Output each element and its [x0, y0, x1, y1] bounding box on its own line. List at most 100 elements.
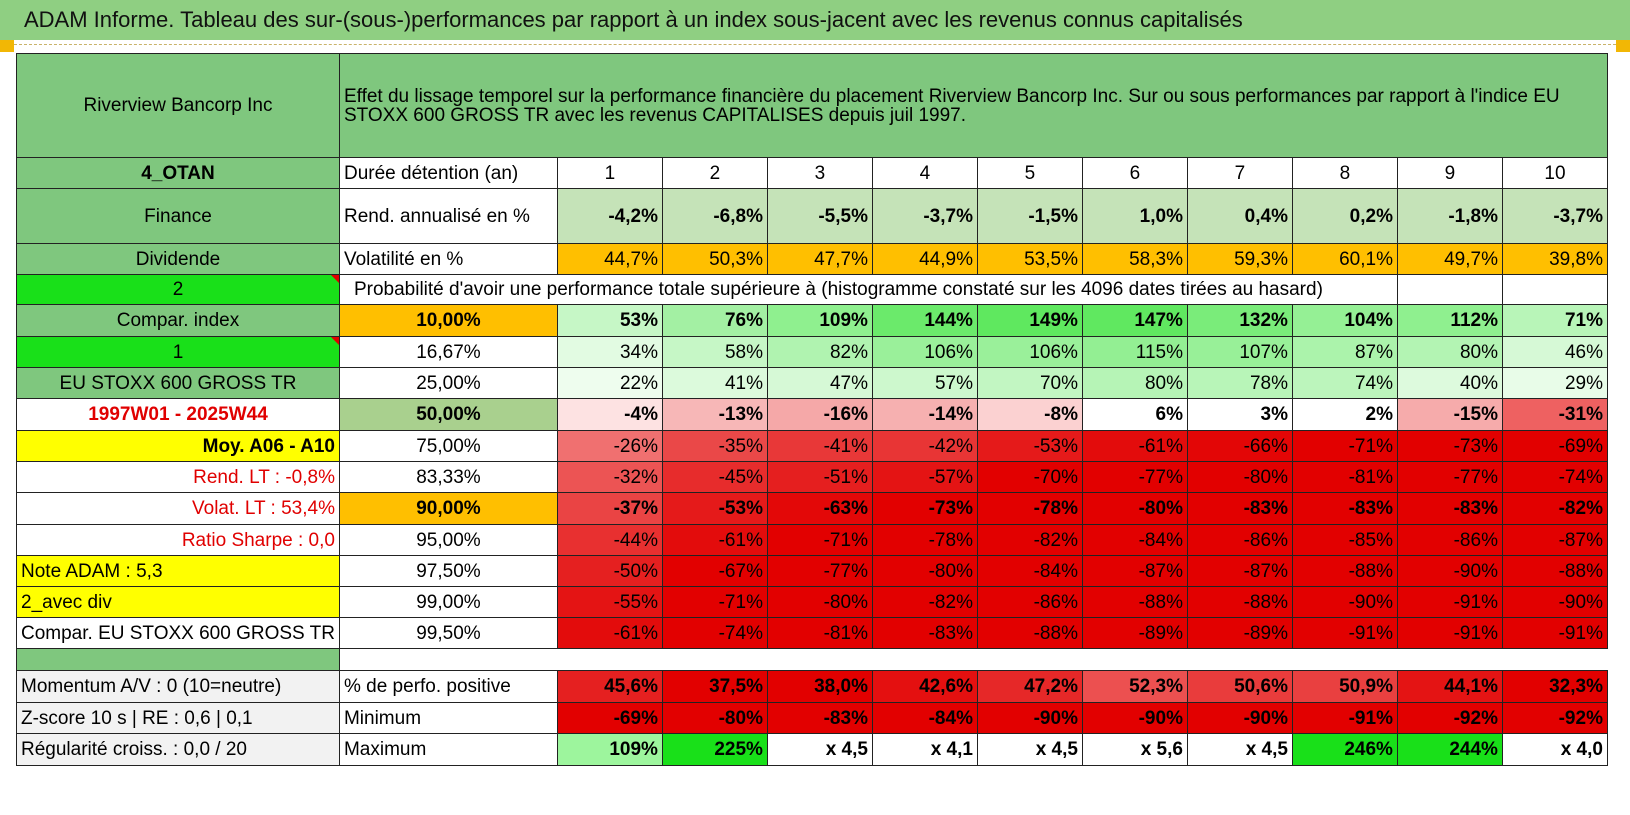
index-name: EU STOXX 600 GROSS TR: [16, 367, 340, 399]
distribution-value: -77%: [1396, 461, 1503, 493]
distribution-value: -42%: [871, 430, 978, 462]
year-header: 4: [871, 157, 978, 189]
distribution-value: -83%: [1291, 492, 1398, 525]
distribution-value: -85%: [1291, 524, 1398, 556]
summary-value: 37,5%: [661, 670, 768, 703]
zscore-label: Z-score 10 s | RE : 0,6 | 0,1: [16, 702, 340, 734]
stock-name: Riverview Bancorp Inc: [16, 53, 340, 158]
rend-value: 1,0%: [1081, 188, 1188, 244]
avec-div-label: 2_avec div: [16, 586, 340, 618]
min-label: Minimum: [338, 702, 558, 734]
distribution-value: -4%: [556, 398, 663, 431]
period-label: 1997W01 - 2025W44: [16, 398, 340, 431]
distribution-value: -63%: [766, 492, 873, 525]
summary-value: 52,3%: [1081, 670, 1188, 703]
distribution-value: 74%: [1291, 367, 1398, 399]
summary-value: -92%: [1396, 702, 1503, 734]
sector-cell[interactable]: Finance: [16, 188, 340, 244]
summary-value: -91%: [1291, 702, 1398, 734]
distribution-row: Moy. A06 - A10 75,00% -26% -35% -41% -42% -53%…: [16, 430, 1608, 462]
distribution-value: -32%: [556, 461, 663, 493]
distribution-value: 41%: [661, 367, 768, 399]
distribution-value: 58%: [661, 336, 768, 368]
rend-value: -5,5%: [766, 188, 873, 244]
distribution-value: -86%: [1396, 524, 1503, 556]
distribution-value: -88%: [1501, 555, 1608, 587]
duration-label: Durée détention (an): [338, 157, 558, 189]
year-header: 2: [661, 157, 768, 189]
summary-value: 246%: [1291, 733, 1398, 766]
distribution-value: -57%: [871, 461, 978, 493]
year-header: 8: [1291, 157, 1398, 189]
rend-label: Rend. annualisé en %: [338, 188, 558, 244]
distribution-value: -71%: [1291, 430, 1398, 462]
distribution-value: 149%: [976, 304, 1083, 337]
distribution-row: Compar. index 10,00% 53% 76% 109% 144% 149% 147…: [16, 304, 1608, 337]
selector-2-dropdown[interactable]: 2: [16, 274, 340, 305]
rend-value: 0,4%: [1186, 188, 1293, 244]
distribution-value: -81%: [1291, 461, 1398, 493]
distribution-value: -61%: [1081, 430, 1188, 462]
note-adam-label: Note ADAM : 5,3: [16, 555, 340, 587]
year-header: 5: [976, 157, 1083, 189]
distribution-value: 82%: [766, 336, 873, 368]
summary-value: 32,3%: [1501, 670, 1608, 703]
distribution-value: -45%: [661, 461, 768, 493]
summary-value: -90%: [1186, 702, 1293, 734]
percentile-cell: 10,00%: [338, 304, 558, 337]
distribution-value: -31%: [1501, 398, 1608, 431]
distribution-value: 76%: [661, 304, 768, 337]
distribution-value: -84%: [1081, 524, 1188, 556]
distribution-value: -73%: [871, 492, 978, 525]
distribution-value: -81%: [766, 617, 873, 649]
distribution-value: -8%: [976, 398, 1083, 431]
distribution-value: 40%: [1396, 367, 1503, 399]
distribution-value: 106%: [976, 336, 1083, 368]
distribution-value: 71%: [1501, 304, 1608, 337]
rend-lt-label: Rend. LT : -0,8%: [16, 461, 340, 493]
category-cell[interactable]: 4_OTAN: [16, 157, 340, 189]
distribution-value: -86%: [1186, 524, 1293, 556]
distribution-value: 80%: [1081, 367, 1188, 399]
rend-value: -4,2%: [556, 188, 663, 244]
summary-value: 244%: [1396, 733, 1503, 766]
distribution-value: -61%: [661, 524, 768, 556]
distribution-value: -73%: [1396, 430, 1503, 462]
summary-value: 42,6%: [871, 670, 978, 703]
summary-value: x 4,5: [766, 733, 873, 766]
distribution-value: 106%: [871, 336, 978, 368]
distribution-value: -77%: [1081, 461, 1188, 493]
distribution-row: Compar. EU STOXX 600 GROSS TR 99,50% -61% -…: [16, 617, 1608, 649]
distribution-value: 107%: [1186, 336, 1293, 368]
distribution-row: EU STOXX 600 GROSS TR 25,00% 22% 41% 47% 57% 7…: [16, 367, 1608, 399]
distribution-value: -37%: [556, 492, 663, 525]
summary-value: -69%: [556, 702, 663, 734]
moy-label: Moy. A06 - A10: [16, 430, 340, 462]
distribution-value: -87%: [1186, 555, 1293, 587]
distribution-value: -82%: [871, 586, 978, 618]
vol-value: 53,5%: [976, 243, 1083, 275]
distribution-value: -66%: [1186, 430, 1293, 462]
distribution-value: -14%: [871, 398, 978, 431]
selector-1-dropdown[interactable]: 1: [16, 336, 340, 368]
distribution-value: -88%: [1081, 586, 1188, 618]
distribution-value: -87%: [1081, 555, 1188, 587]
compar-index-label: Compar. index: [16, 304, 340, 337]
spacer-row: [16, 648, 1608, 671]
distribution-row: 2_avec div 99,00% -55% -71% -80% -82% -86% -88%…: [16, 586, 1608, 618]
distribution-value: -44%: [556, 524, 663, 556]
distribution-value: 147%: [1081, 304, 1188, 337]
type-cell[interactable]: Dividende: [16, 243, 340, 275]
vol-value: 59,3%: [1186, 243, 1293, 275]
distribution-value: -88%: [1186, 586, 1293, 618]
probability-label: Probabilité d'avoir une performance tota…: [338, 274, 1398, 305]
distribution-value: -50%: [556, 555, 663, 587]
distribution-value: 46%: [1501, 336, 1608, 368]
percentile-cell: 16,67%: [338, 336, 558, 368]
distribution-value: -78%: [976, 492, 1083, 525]
distribution-value: -88%: [976, 617, 1083, 649]
distribution-value: -82%: [976, 524, 1083, 556]
distribution-value: -90%: [1501, 586, 1608, 618]
summary-value: 225%: [661, 733, 768, 766]
distribution-value: -90%: [1291, 586, 1398, 618]
